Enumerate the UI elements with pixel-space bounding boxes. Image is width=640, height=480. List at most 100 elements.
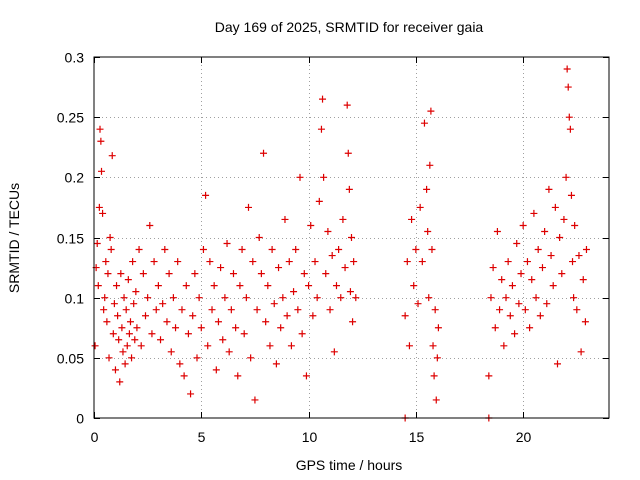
- y-tick-label: 0.15: [57, 231, 84, 247]
- data-point: [232, 324, 240, 332]
- data-point: [144, 294, 152, 302]
- data-point: [322, 270, 330, 278]
- data-point: [545, 185, 553, 193]
- data-point: [109, 330, 117, 338]
- data-point: [298, 330, 306, 338]
- y-axis-label: SRMTID / TECUs: [6, 183, 22, 293]
- data-point: [132, 288, 140, 296]
- data-point: [104, 270, 112, 278]
- data-point: [197, 324, 205, 332]
- data-point: [102, 258, 110, 266]
- data-point: [110, 300, 118, 308]
- data-point: [285, 258, 293, 266]
- data-point: [137, 342, 145, 350]
- data-point: [210, 282, 218, 290]
- data-point: [219, 336, 227, 344]
- x-tick-label: 10: [302, 429, 318, 445]
- data-point: [570, 294, 578, 302]
- data-point: [343, 101, 351, 109]
- data-point: [428, 246, 436, 254]
- data-point: [255, 234, 263, 241]
- data-point: [485, 372, 493, 380]
- data-point: [307, 221, 315, 229]
- data-point: [424, 227, 432, 235]
- data-point: [429, 342, 437, 350]
- data-point: [493, 227, 501, 235]
- data-point: [93, 240, 101, 248]
- data-point: [111, 366, 119, 374]
- data-point: [195, 294, 203, 302]
- data-point: [287, 342, 295, 350]
- data-point: [133, 324, 141, 332]
- data-point: [113, 282, 121, 290]
- data-point: [249, 258, 257, 266]
- data-point: [204, 342, 212, 350]
- data-point: [126, 318, 134, 326]
- data-point: [551, 203, 559, 211]
- data-point: [332, 282, 340, 290]
- data-point: [434, 324, 442, 332]
- data-point: [199, 246, 207, 254]
- data-point: [225, 348, 233, 356]
- data-point: [227, 306, 235, 314]
- data-point: [341, 264, 349, 272]
- data-point: [326, 306, 334, 314]
- data-point: [118, 324, 126, 332]
- data-point: [500, 342, 508, 350]
- data-point: [131, 336, 139, 344]
- data-point: [184, 330, 192, 338]
- data-point: [328, 252, 336, 260]
- data-point: [260, 149, 268, 157]
- data-point: [101, 294, 109, 302]
- data-point: [554, 360, 561, 368]
- data-point: [208, 306, 216, 314]
- data-point: [541, 227, 549, 235]
- data-point: [317, 125, 325, 133]
- data-point: [266, 342, 274, 350]
- data-point: [139, 270, 147, 278]
- data-point: [519, 221, 527, 229]
- data-point: [174, 258, 182, 266]
- data-point: [569, 258, 577, 266]
- data-point: [100, 306, 108, 314]
- data-point: [410, 282, 418, 290]
- data-point: [121, 360, 129, 368]
- data-point: [523, 258, 531, 266]
- data-point: [532, 294, 540, 302]
- data-point: [124, 276, 132, 284]
- data-point: [176, 360, 184, 368]
- x-tick-label: 5: [198, 429, 206, 445]
- data-point: [563, 65, 571, 73]
- data-point: [154, 282, 162, 290]
- data-point: [193, 354, 201, 362]
- x-tick-label: 20: [516, 429, 532, 445]
- data-point: [426, 161, 434, 169]
- data-point: [234, 372, 242, 380]
- data-point: [135, 246, 143, 254]
- data-point: [238, 246, 246, 254]
- data-point: [146, 221, 154, 229]
- data-point: [148, 330, 156, 338]
- chart-title: Day 169 of 2025, SRMTID for receiver gai…: [215, 19, 484, 35]
- data-point: [108, 152, 116, 160]
- data-point: [277, 324, 285, 332]
- data-point: [281, 215, 289, 223]
- data-point: [311, 258, 319, 266]
- data-point: [221, 294, 229, 302]
- data-point: [96, 125, 104, 133]
- data-point: [290, 288, 298, 296]
- data-point: [180, 372, 188, 380]
- data-point: [565, 113, 573, 121]
- data-point: [212, 366, 220, 374]
- data-point: [547, 252, 555, 260]
- data-point: [425, 294, 433, 302]
- data-point: [107, 246, 115, 254]
- data-point: [405, 342, 413, 350]
- data-point: [430, 372, 438, 380]
- y-tick-label: 0.25: [57, 110, 84, 126]
- data-point: [202, 191, 210, 199]
- data-point: [526, 324, 534, 332]
- data-point: [240, 330, 248, 338]
- data-point: [189, 312, 197, 320]
- data-point: [530, 209, 538, 217]
